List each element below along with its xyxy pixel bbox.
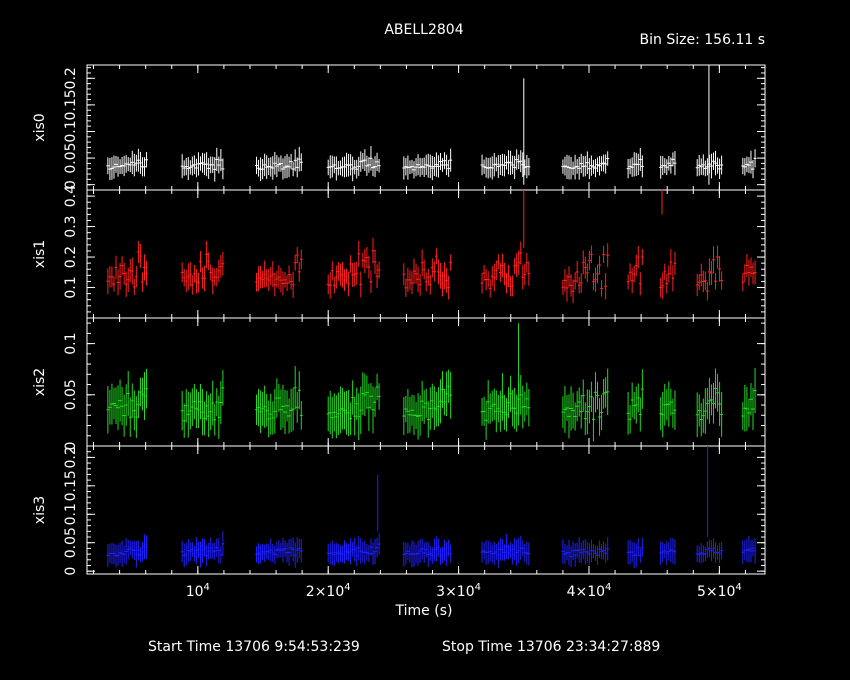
data-series-xis1 — [106, 190, 757, 304]
panel-label-xis2: xis2 — [32, 368, 48, 396]
y-tick-label: 0.2 — [63, 246, 79, 268]
y-tick-label: 0.4 — [63, 185, 79, 207]
y-tick-label: 0.05 — [63, 379, 79, 410]
y-tick-label: 0.1 — [63, 276, 79, 298]
y-tick-label: 0.1 — [63, 332, 79, 354]
y-tick-label: 0.05 — [63, 527, 79, 558]
panel-frame — [86, 189, 766, 319]
chart-title: ABELL2804 — [384, 22, 463, 38]
y-tick-label: 0.15 — [63, 470, 79, 501]
panel-label-xis3: xis3 — [32, 496, 48, 524]
data-series-xis0 — [106, 65, 757, 185]
x-axis: 104 2×104 3×104 4×104 5×104 — [186, 582, 742, 600]
y-tick-label: 0 — [63, 567, 79, 576]
x-tick-label: 3×104 — [436, 582, 481, 600]
panel-xis1: 0.1 0.2 0.3 0.4 xis1 — [32, 185, 766, 319]
y-tick-label: 0.1 — [63, 120, 79, 142]
y-tick-label: 0 — [63, 442, 79, 451]
data-series-xis3 — [106, 446, 757, 569]
y-tick-label: 0.15 — [63, 89, 79, 120]
x-axis-label: Time (s) — [395, 603, 453, 619]
x-tick-label: 5×104 — [697, 582, 742, 600]
panel-frame — [86, 445, 766, 575]
bin-size-label: Bin Size: 156.11 s — [640, 32, 765, 48]
y-tick-label: 0.3 — [63, 215, 79, 237]
y-tick-label: 0.2 — [63, 67, 79, 89]
panel-label-xis0: xis0 — [32, 113, 48, 141]
x-tick-label: 2×104 — [306, 582, 351, 600]
y-tick-label: 0.2 — [63, 446, 79, 468]
stop-time: Stop Time 13706 23:34:27:889 — [442, 639, 660, 655]
panel-xis2: 0 0.05 0.1 xis2 — [32, 317, 766, 451]
x-tick-label: 4×104 — [567, 582, 612, 600]
y-tick-label: 0.1 — [63, 503, 79, 525]
panels-group: 00.050.10.150.2xis00.10.20.30.4xis100.05… — [32, 64, 766, 576]
y-tick-label: 0 — [63, 180, 79, 189]
x-tick-label: 104 — [186, 582, 210, 600]
panel-label-xis1: xis1 — [32, 240, 48, 268]
start-time: Start Time 13706 9:54:53:239 — [148, 639, 360, 655]
panel-xis0: 0 0.050.10.150.2 xis0 — [32, 64, 766, 191]
panel-xis3: 0 0.05 0.1 0.15 0.2 xis3 — [32, 445, 766, 576]
data-series-xis2 — [106, 323, 757, 442]
y-tick-label: 0.05 — [63, 142, 79, 173]
